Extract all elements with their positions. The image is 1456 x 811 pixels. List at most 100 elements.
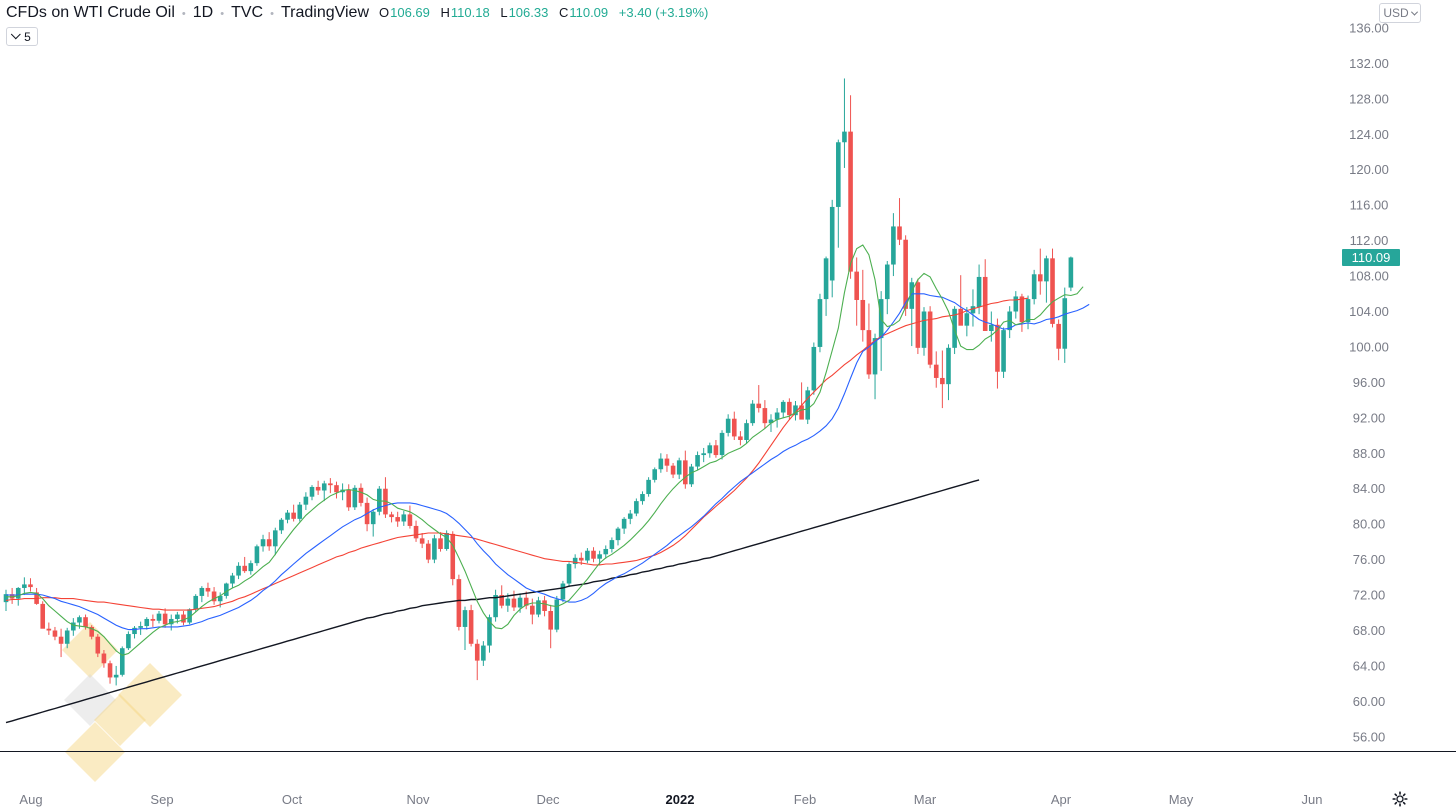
indicators-toggle-button[interactable]: 5 (6, 27, 38, 46)
candle-body (156, 613, 162, 621)
logo-diamond (94, 694, 146, 746)
candle-body (793, 405, 798, 416)
price-tick-label: 112.00 (1350, 233, 1389, 248)
high-label: H (440, 5, 450, 20)
candle-body (554, 599, 560, 630)
price-tick-label: 92.00 (1353, 410, 1386, 425)
candle-body (175, 614, 180, 619)
candle-body (425, 543, 431, 560)
moving-average-lines (5, 244, 1090, 724)
candle-body (22, 584, 27, 588)
candle-body (738, 436, 743, 440)
price-tick-label: 124.00 (1349, 127, 1389, 142)
candle-body (940, 377, 945, 385)
candle-body (713, 445, 719, 456)
candle-body (891, 226, 896, 265)
candle-body (823, 258, 829, 300)
candle-body (670, 465, 676, 475)
candle-body (1062, 298, 1068, 349)
candle-body (46, 628, 52, 631)
price-axis[interactable]: 56.00 60.00 64.00 68.00 72.00 76.00 80.00 84.00… (1349, 20, 1389, 744)
candle-body (328, 483, 333, 486)
candle-body (64, 630, 70, 644)
candle-body (468, 610, 474, 644)
time-tick-label: Feb (794, 792, 816, 807)
candle-body (707, 445, 713, 454)
last-price-label: 110.09 (1352, 250, 1391, 265)
close-value: 110.09 (569, 5, 609, 20)
close-label: C (558, 5, 569, 20)
candle-body (536, 600, 541, 615)
candle-body (927, 311, 933, 365)
candle-body (83, 617, 88, 627)
price-tick-label: 136.00 (1349, 20, 1389, 35)
candle-body (493, 595, 498, 618)
candle-body (505, 598, 511, 606)
candle-body (205, 587, 211, 592)
candle-body (854, 271, 859, 300)
candle-body (989, 324, 994, 331)
symbol-legend: CFDs on WTI Crude Oil • 1D • TVC • Tradi… (6, 4, 715, 22)
candle-body (640, 494, 645, 502)
gear-icon[interactable] (1392, 791, 1408, 807)
candle-body (291, 512, 296, 519)
candle-body (744, 423, 749, 440)
candle-body (52, 630, 58, 637)
candle-body (1056, 323, 1061, 349)
candle-body (695, 455, 700, 467)
candle-body (903, 239, 908, 309)
candle-body (597, 554, 602, 559)
candle-body (126, 634, 131, 649)
candle-body (933, 364, 939, 378)
price-tick-label: 72.00 (1353, 588, 1386, 603)
tradingview-watermark-logo (62, 622, 182, 782)
ma-mid-line (6, 293, 1090, 631)
price-tick-label: 80.00 (1353, 517, 1386, 532)
price-tick-label: 76.00 (1353, 552, 1386, 567)
candle-body (805, 390, 811, 420)
candle-body (303, 496, 309, 505)
candle-body (756, 403, 762, 409)
candle-body (297, 504, 303, 519)
interval-label: 1D (192, 4, 214, 21)
candle-body (811, 346, 817, 391)
candle-body (168, 618, 174, 625)
candle-body (481, 645, 486, 661)
candle-body (591, 550, 596, 559)
candle-body (664, 458, 670, 466)
candle-body (272, 530, 278, 547)
price-tick-label: 84.00 (1353, 481, 1386, 496)
ohlc-values: O106.69 H110.18 L106.33 C110.09 +3.40 (+… (379, 5, 715, 20)
price-tick-label: 64.00 (1353, 658, 1386, 673)
candle-body (456, 579, 462, 627)
separator-dot: • (181, 8, 186, 20)
candle-body (585, 550, 590, 561)
candle-body (95, 636, 101, 654)
candle-body (266, 539, 272, 547)
candle-body (395, 517, 400, 522)
candle-body (1044, 258, 1049, 282)
candle-body (836, 142, 841, 207)
candle-body (3, 594, 9, 603)
time-tick-label: Dec (536, 792, 560, 807)
candle-body (315, 486, 321, 491)
candle-body (377, 488, 382, 512)
candle-body (224, 583, 229, 596)
price-tick-label: 116.00 (1350, 198, 1389, 213)
candle-body (1050, 258, 1055, 324)
candle-body (517, 597, 523, 608)
time-axis[interactable]: Aug Sep Oct Nov Dec 2022 Feb Mar Apr May Jun (19, 792, 1322, 807)
candle-body (450, 533, 456, 580)
candle-body (438, 538, 443, 549)
symbol-name[interactable]: CFDs on WTI Crude Oil (6, 4, 175, 21)
candle-body (279, 519, 284, 531)
price-tick-label: 60.00 (1353, 694, 1386, 709)
chevron-down-icon (1410, 8, 1418, 16)
price-tick-label: 104.00 (1349, 304, 1389, 319)
candle-body (28, 584, 33, 588)
candle-body (958, 308, 964, 326)
candle-body (866, 330, 872, 375)
candle-body (462, 610, 468, 627)
currency-select[interactable]: USD (1379, 3, 1421, 23)
